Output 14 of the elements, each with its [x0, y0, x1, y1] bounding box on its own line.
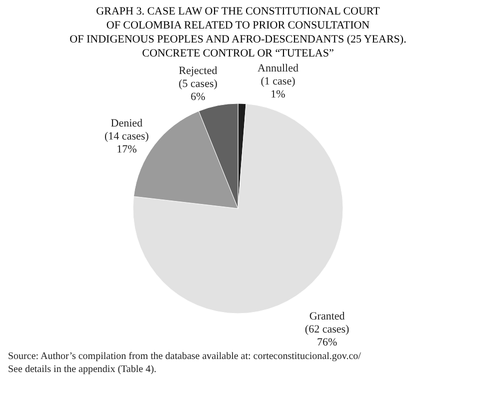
slice-label: Denied: [110, 118, 144, 130]
slice-label: Rejected: [178, 65, 218, 78]
slice-label: Annulled: [258, 62, 299, 75]
data-label: (62 cases) 76%: [304, 324, 350, 349]
data-label: (1 case) 1%: [260, 76, 296, 101]
text: GRAPH 3. CASE LAW OF THE CONSTITUTIONAL COURT: [96, 6, 380, 18]
source-note: Source: Author’s compilation from the database available at: corteconstitucional.gov.co/: [8, 351, 362, 362]
text: See details in the appendix (Table 4).: [8, 364, 156, 375]
slice-label: Granted: [309, 310, 346, 323]
text: OF COLOMBIA RELATED TO PRIOR CONSULTATION: [106, 20, 370, 32]
text: OF INDIGENOUS PEOPLES AND AFRO-DESCENDANTS (25 YEARS).: [70, 34, 406, 46]
data-label: (14 cases) 17%: [104, 130, 150, 156]
data-label: (5 cases) 6%: [178, 78, 218, 104]
text: CONCRETE CONTROL OR “TUTELAS”: [142, 48, 334, 60]
